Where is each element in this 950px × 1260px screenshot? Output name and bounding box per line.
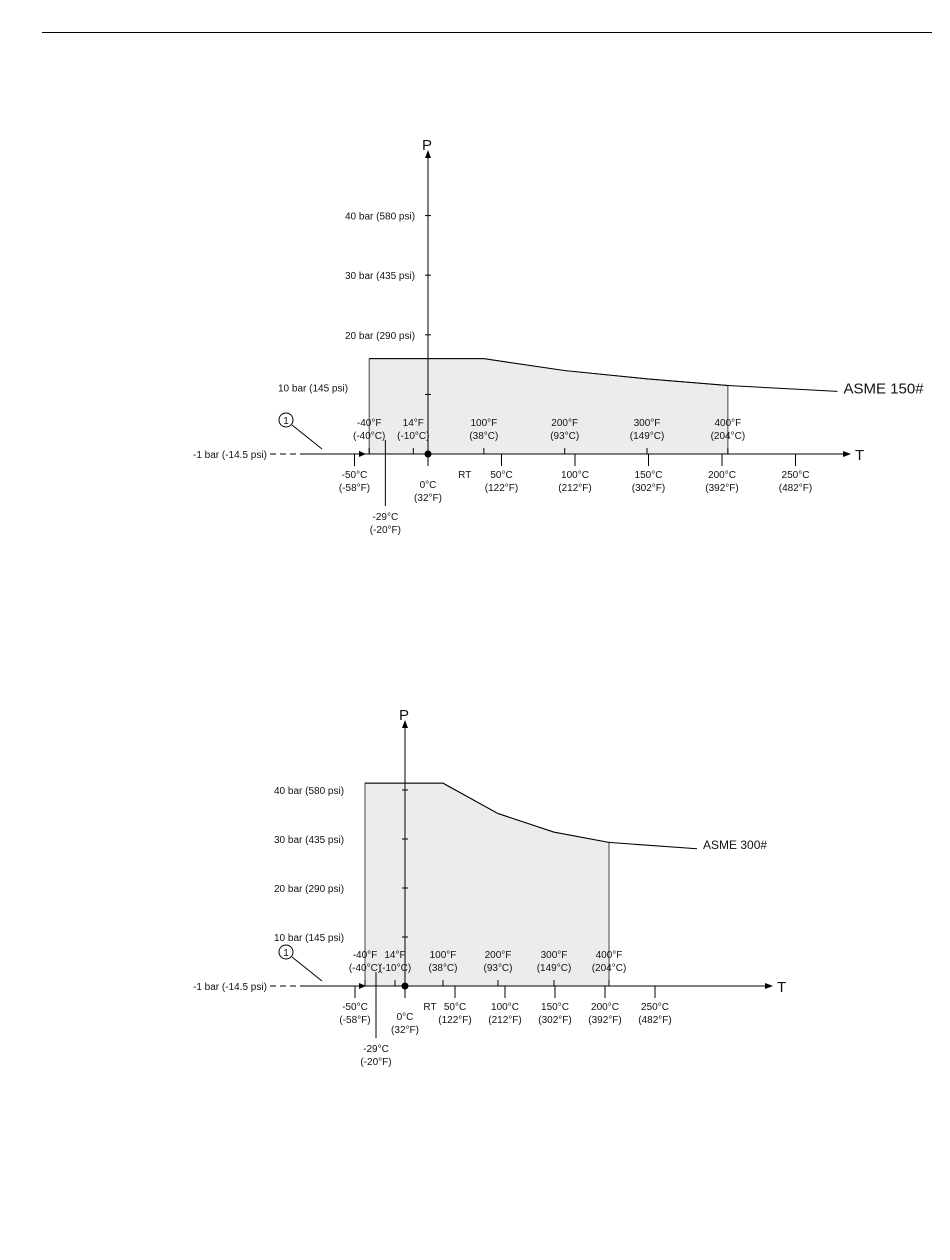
x-tick-sublabel-bottom: (482°F)	[638, 1015, 671, 1026]
p-axis-label: P	[399, 707, 409, 724]
y-tick-label: -1 bar (-14.5 psi)	[193, 982, 267, 993]
x-tick-sublabel-bottom: (212°F)	[488, 1015, 521, 1026]
y-tick-label: -1 bar (-14.5 psi)	[193, 450, 267, 461]
pressure-curve	[369, 358, 728, 386]
t-axis-label: T	[855, 447, 864, 464]
x-tick-label-top: 200°F	[551, 418, 578, 429]
series-label: ASME 150#	[844, 380, 925, 397]
x-tick-label-bottom: 150°C	[541, 1002, 569, 1013]
y-tick-label: 20 bar (290 psi)	[274, 884, 344, 895]
x-tick-sublabel-bottom: (392°F)	[705, 483, 738, 494]
x-tick-sublabel-bottom: (122°F)	[485, 483, 518, 494]
x-tick-label-top: 100°F	[470, 418, 497, 429]
callout-circle	[278, 412, 294, 428]
x-tick-label-bottom: 100°C	[491, 1002, 519, 1013]
x-tick-sublabel-top: (149°C)	[537, 963, 572, 974]
callout-circle	[278, 944, 294, 960]
x-tick-sublabel-top: (-40°C)	[349, 963, 381, 974]
lower-marker-sublabel: (-20°F)	[370, 525, 401, 536]
x-tick-sublabel-bottom: (-58°F)	[339, 1015, 370, 1026]
x-tick-label-bottom: -50°C	[342, 1002, 368, 1013]
x-tick-sublabel-bottom: (302°F)	[538, 1015, 571, 1026]
t-axis-label: T	[777, 979, 786, 996]
pressure-curve-extension	[608, 841, 698, 850]
rt-label: RT	[423, 1002, 436, 1013]
x-tick-sublabel-top: (93°C)	[550, 431, 579, 442]
x-tick-label-top: 400°F	[714, 418, 741, 429]
series-label: ASME 300#	[703, 838, 767, 852]
p-axis-label: P	[422, 137, 432, 154]
x-tick-sublabel-top: (-10°C)	[397, 431, 429, 442]
x-tick-label-bottom: 100°C	[561, 470, 589, 481]
y-tick-label: 30 bar (435 psi)	[345, 271, 415, 282]
x-tick-label-top: 300°F	[634, 418, 661, 429]
callout-leader	[291, 956, 323, 982]
x-tick-label-top: -40°F	[353, 950, 378, 961]
x-tick-label-bottom: 200°C	[591, 1002, 619, 1013]
x-tick-sublabel-bottom: (-58°F)	[339, 483, 370, 494]
x-tick-sublabel-bottom: (122°F)	[438, 1015, 471, 1026]
x-tick-sublabel-top: (204°C)	[711, 431, 746, 442]
x-tick-sublabel-top: (38°C)	[428, 963, 457, 974]
x-tick-sublabel-top: (-40°C)	[353, 431, 385, 442]
x-tick-sublabel-top: (204°C)	[592, 963, 627, 974]
y-tick-label: 10 bar (145 psi)	[274, 933, 344, 944]
chart-asme-150: ASME 150# T P 40 bar (580 psi) 30 bar (435 p…	[193, 137, 925, 536]
x-tick-sublabel-bottom: (32°F)	[391, 1025, 419, 1036]
y-tick-label: 10 bar (145 psi)	[278, 383, 348, 394]
lower-marker-sublabel: (-20°F)	[360, 1057, 391, 1068]
page-header-rule	[42, 32, 932, 33]
x-tick-label-bottom: 0°C	[420, 480, 437, 491]
y-tick-label: 40 bar (580 psi)	[345, 212, 415, 223]
x-tick-label-top: 300°F	[541, 950, 568, 961]
pressure-curve-extension	[727, 384, 838, 392]
x-tick-label-top: 14°F	[403, 418, 424, 429]
x-tick-sublabel-bottom: (302°F)	[632, 483, 665, 494]
vacuum-arrow	[359, 451, 366, 457]
pressure-curve	[365, 782, 610, 843]
p-axis-arrow	[402, 720, 408, 728]
y-tick-label: 20 bar (290 psi)	[345, 331, 415, 342]
t-axis-arrow	[765, 983, 773, 989]
lower-marker-label: -29°C	[363, 1044, 389, 1055]
x-tick-label-bottom: 0°C	[397, 1012, 414, 1023]
x-tick-sublabel-top: (38°C)	[469, 431, 498, 442]
callout-leader	[291, 424, 323, 450]
x-tick-label-top: 100°F	[430, 950, 457, 961]
x-tick-label-bottom: 200°C	[708, 470, 736, 481]
y-tick-label: 30 bar (435 psi)	[274, 835, 344, 846]
x-tick-label-top: 200°F	[485, 950, 512, 961]
x-tick-sublabel-top: (149°C)	[630, 431, 665, 442]
vacuum-arrow	[359, 983, 366, 989]
x-tick-sublabel-bottom: (32°F)	[414, 493, 442, 504]
x-tick-label-bottom: 250°C	[641, 1002, 669, 1013]
rt-label: RT	[458, 470, 471, 481]
x-tick-label-bottom: 50°C	[490, 470, 512, 481]
x-tick-label-top: 400°F	[596, 950, 623, 961]
x-tick-label-top: 14°F	[384, 950, 405, 961]
x-tick-label-bottom: -50°C	[342, 470, 368, 481]
x-tick-sublabel-bottom: (482°F)	[779, 483, 812, 494]
x-tick-sublabel-bottom: (392°F)	[588, 1015, 621, 1026]
t-axis-arrow	[843, 451, 851, 457]
callout-number: 1	[283, 948, 289, 959]
x-tick-label-bottom: 50°C	[444, 1002, 466, 1013]
x-tick-sublabel-bottom: (212°F)	[558, 483, 591, 494]
x-tick-label-bottom: 150°C	[635, 470, 663, 481]
x-tick-sublabel-top: (-10°C)	[379, 963, 411, 974]
callout-number: 1	[283, 416, 289, 427]
x-tick-label-top: -40°F	[357, 418, 382, 429]
y-tick-label: 40 bar (580 psi)	[274, 786, 344, 797]
x-tick-sublabel-top: (93°C)	[483, 963, 512, 974]
lower-marker-label: -29°C	[373, 512, 399, 523]
p-axis-arrow	[425, 150, 431, 158]
x-tick-label-bottom: 250°C	[782, 470, 810, 481]
